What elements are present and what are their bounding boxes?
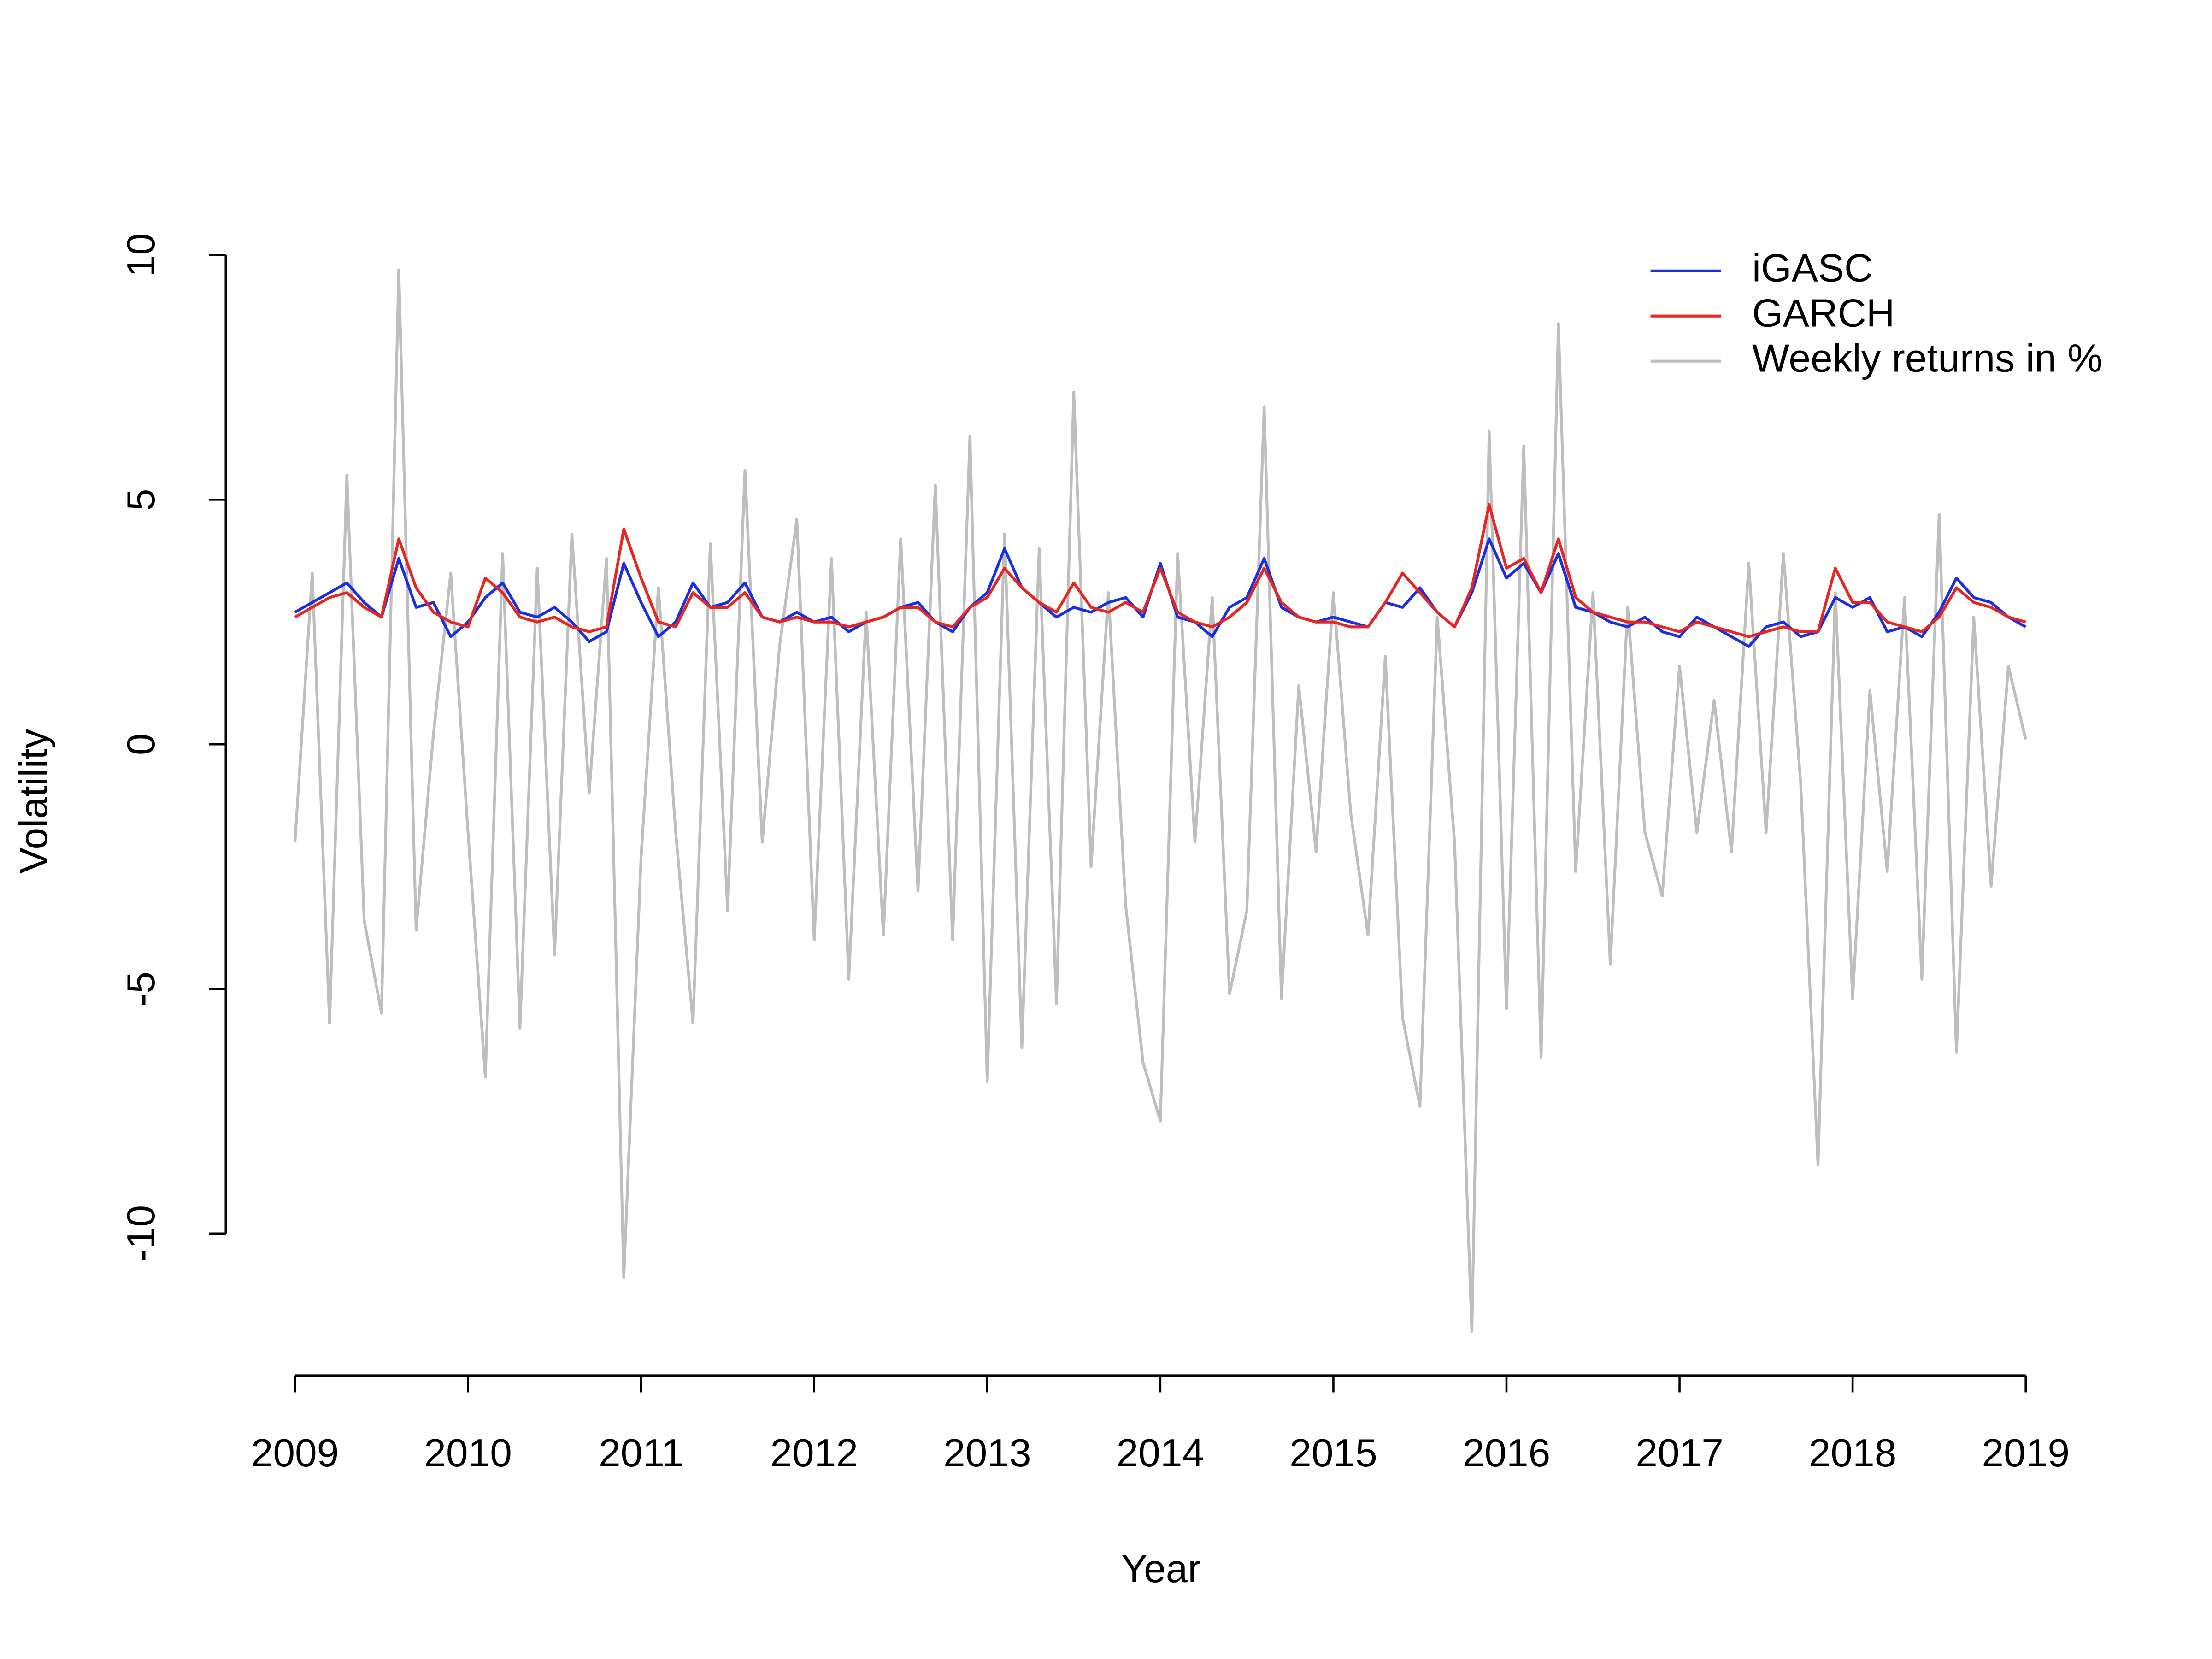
series-line [294,503,2026,638]
legend-label: Weekly returns in % [1752,336,2103,380]
x-tick-label: 2009 [251,1431,339,1475]
x-axis-label: Year [1121,1547,1201,1591]
x-tick-label: 2017 [1635,1431,1724,1475]
y-tick-label: -5 [119,971,163,1006]
legend-label: iGASC [1752,246,1873,290]
y-axis-label: Volatility [12,729,56,874]
series-line [293,268,2027,1333]
x-tick-label: 2013 [943,1431,1031,1475]
x-tick-label: 2019 [1982,1431,2070,1475]
y-tick-label: 5 [119,488,163,511]
x-tick-label: 2012 [770,1431,858,1475]
x-tick-label: 2018 [1809,1431,1897,1475]
y-tick-label: 10 [119,233,163,277]
x-tick-label: 2015 [1289,1431,1377,1475]
legend-label: GARCH [1752,291,1895,335]
x-tick-label: 2011 [599,1431,683,1475]
x-tick-label: 2010 [424,1431,512,1475]
y-tick-label: 0 [119,733,163,755]
x-tick-label: 2014 [1117,1431,1205,1475]
y-tick-label: -10 [119,1205,163,1262]
x-tick-label: 2016 [1463,1431,1551,1475]
series-line [294,537,2027,648]
